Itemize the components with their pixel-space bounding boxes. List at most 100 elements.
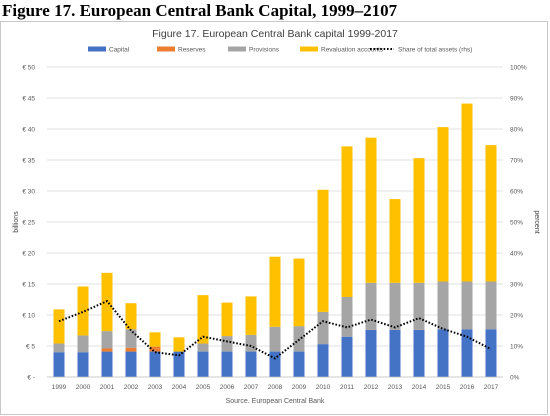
legend-swatch	[228, 46, 246, 52]
bar-segment	[317, 344, 329, 377]
bar-segment	[221, 302, 233, 337]
x-tick-label: 2004	[172, 384, 187, 391]
y-tick-label: € 5	[26, 344, 35, 351]
bar-segment	[341, 336, 353, 377]
bar-segment	[197, 295, 209, 344]
bar-segment	[125, 347, 137, 352]
bar-segment	[365, 137, 377, 283]
y-tick-label: € 30	[22, 189, 35, 196]
x-tick-label: 2013	[388, 384, 403, 391]
x-tick-label: 2000	[76, 384, 91, 391]
y-axis-label: billions	[13, 211, 20, 233]
x-tick-label: 2016	[460, 384, 475, 391]
bar-segment	[245, 296, 257, 335]
legend-label: Revaluation accounts	[321, 47, 384, 54]
x-tick-label: 2005	[196, 384, 211, 391]
bar-segment	[77, 352, 89, 377]
y2-tick-label: 30%	[510, 282, 523, 289]
x-tick-label: 2010	[316, 384, 331, 391]
bar-segment	[125, 303, 137, 330]
legend-swatch	[88, 46, 106, 52]
bar-segment	[437, 127, 449, 282]
bar-segment	[437, 281, 449, 330]
bar-segment	[53, 352, 65, 377]
legend-label: Share of total assets (rhs)	[398, 47, 472, 54]
bar-segment	[101, 331, 113, 349]
bar-segment	[461, 103, 473, 282]
y2-tick-label: 80%	[510, 127, 523, 134]
bar-segment	[413, 329, 425, 377]
y-tick-label: € 45	[22, 96, 35, 103]
x-tick-label: 2008	[268, 384, 283, 391]
y2-tick-label: 60%	[510, 189, 523, 196]
bar-segment	[269, 256, 281, 327]
bar-segment	[53, 343, 65, 353]
bar-segment	[269, 326, 281, 352]
bar-segment	[365, 282, 377, 330]
bar-segment	[485, 281, 497, 330]
bar-segment	[485, 329, 497, 377]
chart-title: Figure 17. European Central Bank capital…	[152, 28, 398, 40]
bar-segment	[389, 199, 401, 283]
bar-segment	[173, 337, 185, 352]
y2-tick-label: 10%	[510, 344, 523, 351]
bar-segment	[461, 329, 473, 377]
bar-segment	[101, 348, 113, 352]
x-tick-label: 1999	[52, 384, 67, 391]
y2-axis-label: percent	[533, 210, 540, 233]
y-tick-label: € 35	[22, 158, 35, 165]
y2-tick-label: 100%	[510, 65, 527, 72]
y-tick-label: € 50	[22, 65, 35, 72]
x-tick-label: 2012	[364, 384, 379, 391]
bar-segment	[341, 297, 353, 337]
x-tick-label: 2006	[220, 384, 235, 391]
bar-segment	[317, 189, 329, 312]
bar-segment	[389, 329, 401, 377]
x-tick-label: 2007	[244, 384, 259, 391]
legend-swatch	[300, 46, 318, 52]
x-tick-label: 2003	[148, 384, 163, 391]
bar-segment	[101, 351, 113, 377]
y2-tick-label: 40%	[510, 251, 523, 258]
x-tick-label: 2017	[484, 384, 499, 391]
figure-heading: Figure 17. European Central Bank Capital…	[2, 1, 398, 20]
bar-segment	[173, 351, 185, 377]
bar-segment	[149, 332, 161, 347]
x-tick-label: 2014	[412, 384, 427, 391]
bar-segment	[485, 145, 497, 282]
bar-segment	[245, 334, 257, 352]
x-tick-label: 2011	[340, 384, 354, 391]
legend-label: Reserves	[178, 47, 206, 54]
bar-segment	[125, 329, 137, 348]
x-tick-label: 2015	[436, 384, 451, 391]
y2-tick-label: 70%	[510, 158, 523, 165]
bar-segment	[293, 258, 305, 327]
y-tick-label: € -	[27, 375, 35, 382]
y-tick-label: € 25	[22, 220, 35, 227]
bar-segment	[413, 282, 425, 330]
bar-segment	[245, 351, 257, 377]
bar-segment	[461, 281, 473, 330]
bar-segment	[197, 343, 209, 352]
y-tick-label: € 40	[22, 127, 35, 134]
bar-segment	[221, 351, 233, 377]
y-tick-label: € 15	[22, 282, 35, 289]
bar-segment	[77, 335, 89, 353]
x-tick-label: 2009	[292, 384, 307, 391]
y2-tick-label: 0%	[510, 375, 520, 382]
x-tick-label: 2001	[100, 384, 115, 391]
bar-segment	[437, 329, 449, 377]
bar-segment	[269, 351, 281, 377]
bar-segment	[197, 351, 209, 377]
legend-label: Capital	[109, 47, 130, 54]
bar-segment	[125, 351, 137, 377]
bar-segment	[221, 336, 233, 352]
share-line	[58, 299, 492, 360]
legend-swatch	[157, 46, 175, 52]
chart-source: Source. European Central Bank	[226, 398, 325, 405]
bar-segment	[77, 286, 89, 336]
bar-segment	[293, 351, 305, 377]
bar-segment	[149, 351, 161, 377]
bar-segment	[413, 158, 425, 283]
